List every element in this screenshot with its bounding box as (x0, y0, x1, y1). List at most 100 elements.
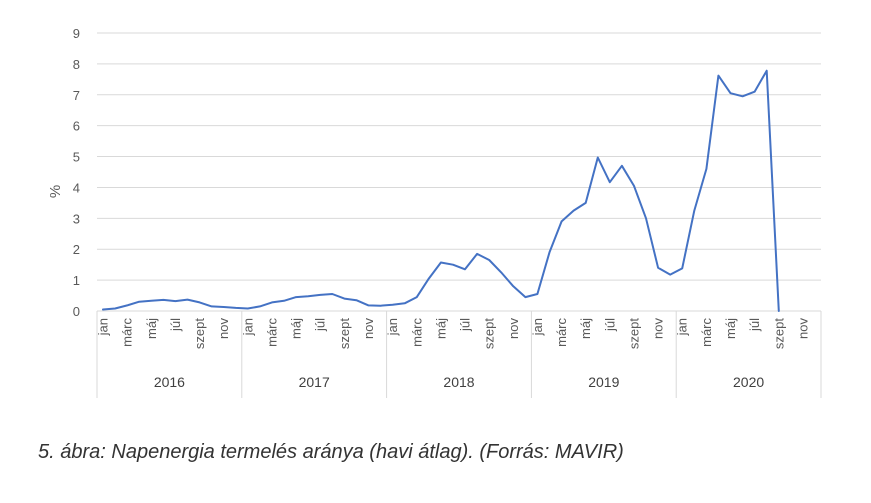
x-month-label: márc (699, 318, 714, 347)
data-point (211, 305, 213, 307)
data-point (223, 306, 225, 308)
data-point (247, 308, 249, 310)
data-point (380, 305, 382, 307)
x-month-label: márc (264, 318, 279, 347)
data-point (102, 309, 104, 311)
x-month-label: márc (554, 318, 569, 347)
x-year-label: 2019 (588, 374, 619, 390)
data-point (645, 217, 647, 219)
y-tick-label: 2 (73, 242, 80, 257)
data-point (536, 293, 538, 295)
data-point (573, 210, 575, 212)
series-line (102, 69, 780, 312)
data-point (705, 168, 707, 170)
y-tick-label: 3 (73, 211, 80, 226)
x-month-label: júl (168, 318, 183, 332)
y-tick-label: 9 (73, 26, 80, 41)
x-month-label: szept (771, 318, 786, 349)
x-month-label: nov (506, 318, 521, 339)
data-point (549, 251, 551, 253)
x-month-label: jan (96, 318, 111, 336)
data-point (585, 202, 587, 204)
x-month-label: júl (458, 318, 473, 332)
data-point (319, 294, 321, 296)
x-month-label: júl (313, 318, 328, 332)
x-month-label: jan (530, 318, 545, 336)
x-year-label: 2020 (733, 374, 764, 390)
data-point (271, 301, 273, 303)
data-point (392, 304, 394, 306)
y-tick-label: 6 (73, 119, 80, 134)
x-month-label: júl (747, 318, 762, 332)
y-tick-label: 4 (73, 180, 80, 195)
data-point (452, 264, 454, 266)
data-point (440, 262, 442, 264)
data-point (766, 70, 768, 72)
x-month-label: júl (602, 318, 617, 332)
y-tick-label: 8 (73, 57, 80, 72)
y-tick-label: 7 (73, 88, 80, 103)
x-month-label: jan (385, 318, 400, 336)
data-point (235, 307, 237, 309)
data-point (464, 268, 466, 270)
x-year-label: 2017 (299, 374, 330, 390)
data-point (488, 259, 490, 261)
data-point (295, 296, 297, 298)
data-point (561, 220, 563, 222)
data-point (730, 92, 732, 94)
data-point (404, 302, 406, 304)
x-month-label: nov (651, 318, 666, 339)
x-month-label: nov (361, 318, 376, 339)
data-point (693, 210, 695, 212)
data-point (199, 301, 201, 303)
data-point (681, 267, 683, 269)
x-month-label: jan (240, 318, 255, 336)
x-month-label: máj (723, 318, 738, 339)
data-point (150, 300, 152, 302)
data-point (259, 305, 261, 307)
data-point (138, 301, 140, 303)
data-point (717, 75, 719, 77)
x-month-label: szept (626, 318, 641, 349)
data-point (633, 185, 635, 187)
series-line-layer (102, 69, 780, 312)
x-month-label: máj (578, 318, 593, 339)
x-month-label: szept (192, 318, 207, 349)
data-point (476, 253, 478, 255)
data-point (597, 157, 599, 159)
data-point (331, 293, 333, 295)
x-month-label: márc (409, 318, 424, 347)
x-month-label: máj (433, 318, 448, 339)
figure-caption: 5. ábra: Napenergia termelés aránya (hav… (38, 441, 624, 463)
data-point (428, 278, 430, 280)
data-point (609, 181, 611, 183)
y-tick-label: 0 (73, 304, 80, 319)
data-point (621, 165, 623, 167)
x-month-label: máj (144, 318, 159, 339)
y-axis-label: % (47, 185, 64, 198)
x-month-label: jan (675, 318, 690, 336)
data-point (174, 300, 176, 302)
data-point (283, 300, 285, 302)
x-month-label: máj (289, 318, 304, 339)
data-point (524, 296, 526, 298)
data-point (754, 91, 756, 93)
y-tick-label: 5 (73, 150, 80, 165)
x-month-label: nov (216, 318, 231, 339)
data-point (512, 285, 514, 287)
data-point (162, 299, 164, 301)
data-point (368, 304, 370, 306)
x-month-label: szept (337, 318, 352, 349)
y-tick-label: 1 (73, 273, 80, 288)
data-point (343, 298, 345, 300)
data-point (778, 310, 780, 312)
data-point (355, 299, 357, 301)
x-year-label: 2018 (443, 374, 474, 390)
data-point (307, 295, 309, 297)
x-month-label: szept (482, 318, 497, 349)
data-point (416, 296, 418, 298)
data-point (657, 267, 659, 269)
x-month-label: márc (120, 318, 135, 347)
